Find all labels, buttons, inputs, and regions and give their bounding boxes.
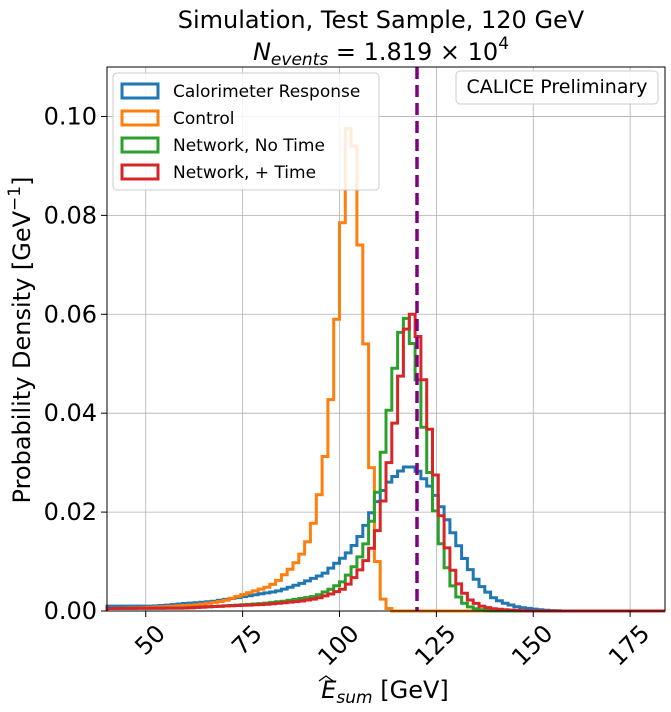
- series-layer: [105, 127, 665, 613]
- annotation-text: CALICE Preliminary: [466, 76, 647, 98]
- legend-label: Calorimeter Response: [173, 82, 360, 102]
- legend-swatch: [120, 163, 160, 181]
- legend-label: Network, No Time: [173, 136, 325, 156]
- x-tick-label: 100: [312, 619, 364, 671]
- legend-swatch: [120, 109, 160, 127]
- y-tick-label: 0.00: [44, 597, 97, 625]
- legend-label: Network, + Time: [173, 163, 316, 183]
- legend-swatch: [120, 136, 160, 154]
- y-tick-label: 0.10: [44, 102, 97, 130]
- y-tick-label: 0.08: [44, 201, 97, 229]
- x-tick-label: 175: [603, 619, 655, 671]
- legend-label: Control: [173, 109, 234, 129]
- y-tick-label: 0.02: [44, 498, 97, 526]
- series-3-histogram: [105, 312, 665, 613]
- series-1-histogram: [105, 127, 665, 613]
- y-axis-label: Probability Density [GeV−1]: [5, 177, 36, 504]
- x-tick-label: 125: [409, 619, 461, 671]
- legend-frame: [112, 72, 380, 191]
- chart-title-line1: Simulation, Test Sample, 120 GeV: [178, 6, 585, 34]
- x-axis-label: Esum [GeV]: [321, 676, 449, 708]
- y-tick-label: 0.06: [44, 300, 97, 328]
- x-tick-label: 75: [226, 619, 267, 660]
- plot-frame: [106, 66, 666, 612]
- legend-swatch: [120, 82, 160, 100]
- x-tick-label: 150: [506, 619, 558, 671]
- legend: Calorimeter Response Control Network, No T…: [112, 72, 380, 191]
- x-axis-label-hat: [318, 675, 334, 682]
- x-tick-label: 50: [129, 619, 170, 660]
- annotation-box: CALICE Preliminary: [455, 70, 659, 105]
- chart-title-line2: Nevents = 1.819 × 104: [253, 34, 509, 70]
- y-tick-label: 0.04: [44, 399, 97, 427]
